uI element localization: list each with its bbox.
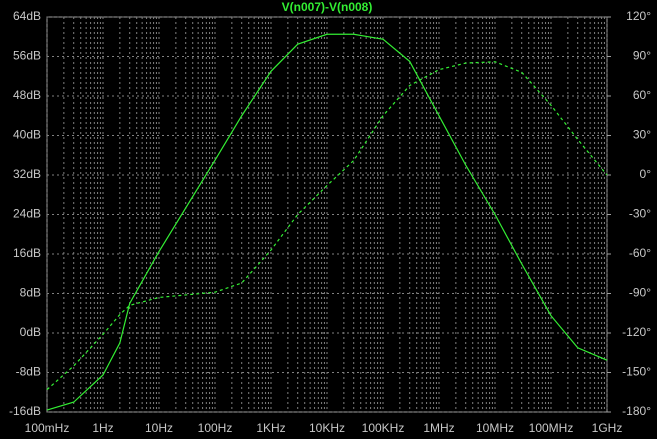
y-tick-label: 40dB [13,128,41,142]
chart-title: V(n007)-V(n008) [282,0,373,14]
y2-tick-label: -60° [629,246,651,260]
x-tick-label: 100Hz [198,421,233,435]
y2-tick-label: 0° [640,167,652,181]
x-tick-label: 1Hz [92,421,113,435]
y-tick-label: 48dB [13,88,41,102]
y2-tick-label: -30° [629,207,651,221]
y2-tick-label: 30° [633,128,651,142]
y-tick-label: 24dB [13,207,41,221]
x-tick-label: 10MHz [476,421,514,435]
y2-tick-label: -180° [622,404,651,418]
y-tick-label: 64dB [13,9,41,23]
x-tick-label: 100mHz [25,421,70,435]
y-tick-label: 56dB [13,49,41,63]
y-tick-label: -16dB [9,404,41,418]
y-tick-label: 16dB [13,246,41,260]
x-tick-label: 100KHz [362,421,405,435]
y2-tick-label: -90° [629,286,651,300]
y-tick-label: 0dB [20,325,41,339]
y-tick-label: -8dB [16,365,41,379]
x-tick-label: 1GHz [592,421,623,435]
y2-tick-label: 90° [633,49,651,63]
y2-tick-label: 60° [633,88,651,102]
y-tick-label: 32dB [13,167,41,181]
y2-tick-label: -150° [622,365,651,379]
x-tick-label: 10Hz [145,421,173,435]
x-tick-label: 1MHz [423,421,454,435]
y2-tick-label: -120° [622,325,651,339]
x-tick-label: 10KHz [309,421,345,435]
series-line [46,61,608,391]
y2-tick-label: 120° [626,9,651,23]
x-tick-label: 1KHz [256,421,285,435]
x-tick-label: 100MHz [529,421,574,435]
y-tick-label: 8dB [20,286,41,300]
series-line [46,33,608,411]
